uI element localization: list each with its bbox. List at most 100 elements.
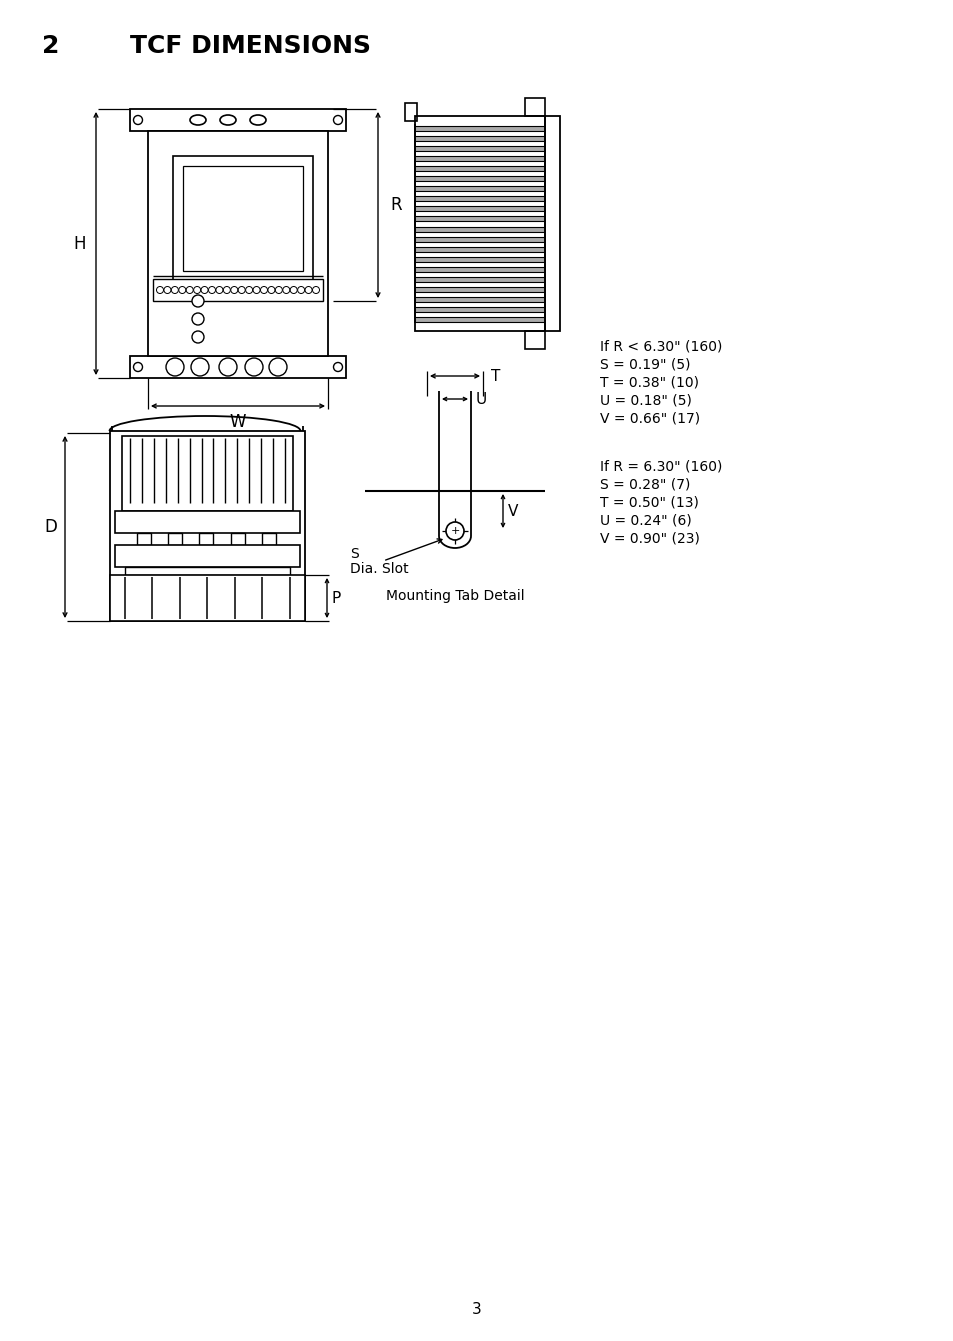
Bar <box>416 216 543 221</box>
Circle shape <box>166 358 184 375</box>
Text: V = 0.90" (23): V = 0.90" (23) <box>599 531 700 544</box>
Bar <box>416 307 543 312</box>
Bar <box>416 247 543 252</box>
Circle shape <box>192 331 204 343</box>
Bar <box>130 355 346 378</box>
Circle shape <box>164 287 171 294</box>
Circle shape <box>446 522 463 540</box>
Bar <box>199 532 213 544</box>
Circle shape <box>282 287 290 294</box>
Text: U: U <box>476 392 487 406</box>
Circle shape <box>238 287 245 294</box>
Circle shape <box>223 287 230 294</box>
Text: TCF DIMENSIONS: TCF DIMENSIONS <box>130 34 371 58</box>
Circle shape <box>253 287 260 294</box>
Circle shape <box>268 287 274 294</box>
Bar <box>416 236 543 241</box>
Ellipse shape <box>250 115 266 125</box>
Bar <box>416 146 543 152</box>
Text: U = 0.18" (5): U = 0.18" (5) <box>599 393 691 408</box>
Bar <box>115 511 299 532</box>
Bar <box>524 98 544 117</box>
Text: T: T <box>491 369 500 384</box>
Circle shape <box>133 115 142 125</box>
Circle shape <box>290 287 297 294</box>
Bar <box>115 544 299 567</box>
Text: V = 0.66" (17): V = 0.66" (17) <box>599 410 700 425</box>
Bar <box>110 430 305 621</box>
Bar <box>416 227 543 232</box>
Bar <box>416 196 543 201</box>
Bar <box>416 267 543 272</box>
Circle shape <box>156 287 163 294</box>
Circle shape <box>334 362 342 371</box>
Circle shape <box>245 287 253 294</box>
Circle shape <box>260 287 267 294</box>
Bar <box>168 532 182 544</box>
Circle shape <box>305 287 312 294</box>
Circle shape <box>178 287 186 294</box>
Text: +: + <box>450 526 459 536</box>
Text: Mounting Tab Detail: Mounting Tab Detail <box>385 589 524 603</box>
Text: T = 0.38" (10): T = 0.38" (10) <box>599 375 699 389</box>
Bar <box>416 296 543 302</box>
Circle shape <box>192 295 204 307</box>
Bar <box>416 126 543 131</box>
Bar <box>416 287 543 292</box>
Text: S = 0.28" (7): S = 0.28" (7) <box>599 477 690 491</box>
Bar <box>110 575 305 621</box>
Circle shape <box>192 312 204 325</box>
Circle shape <box>193 287 200 294</box>
Circle shape <box>209 287 215 294</box>
Bar <box>405 103 416 121</box>
Circle shape <box>275 287 282 294</box>
Bar <box>172 156 313 282</box>
Text: P: P <box>332 590 341 606</box>
Bar <box>231 532 245 544</box>
Bar <box>415 117 544 331</box>
Bar <box>416 135 543 141</box>
Bar <box>416 276 543 282</box>
Bar <box>122 436 293 511</box>
Circle shape <box>201 287 208 294</box>
Circle shape <box>191 358 209 375</box>
Text: If R = 6.30" (160): If R = 6.30" (160) <box>599 459 721 473</box>
Bar <box>125 567 290 575</box>
Text: 2: 2 <box>42 34 59 58</box>
Text: V: V <box>507 503 517 519</box>
Circle shape <box>231 287 237 294</box>
Ellipse shape <box>220 115 235 125</box>
Circle shape <box>172 287 178 294</box>
Circle shape <box>245 358 263 375</box>
Text: D: D <box>45 518 57 536</box>
Ellipse shape <box>190 115 206 125</box>
Text: H: H <box>73 235 86 252</box>
Text: W: W <box>230 413 246 430</box>
Circle shape <box>133 362 142 371</box>
Bar <box>183 166 303 271</box>
Circle shape <box>269 358 287 375</box>
Bar <box>416 156 543 161</box>
Bar <box>148 131 328 355</box>
Text: R: R <box>390 196 401 215</box>
Bar <box>544 117 559 331</box>
Circle shape <box>186 287 193 294</box>
Text: T = 0.50" (13): T = 0.50" (13) <box>599 495 699 510</box>
Circle shape <box>219 358 236 375</box>
Circle shape <box>334 115 342 125</box>
Bar <box>416 166 543 172</box>
Bar <box>524 331 544 349</box>
Bar <box>416 316 543 322</box>
Circle shape <box>297 287 304 294</box>
Bar <box>137 532 151 544</box>
Text: S: S <box>350 547 358 561</box>
Text: U = 0.24" (6): U = 0.24" (6) <box>599 514 691 527</box>
Bar <box>262 532 275 544</box>
Text: If R < 6.30" (160): If R < 6.30" (160) <box>599 339 721 353</box>
Bar <box>416 186 543 192</box>
Bar <box>130 109 346 131</box>
Bar <box>416 256 543 261</box>
Bar <box>416 207 543 212</box>
Text: 3: 3 <box>472 1302 481 1317</box>
Bar <box>152 279 323 300</box>
